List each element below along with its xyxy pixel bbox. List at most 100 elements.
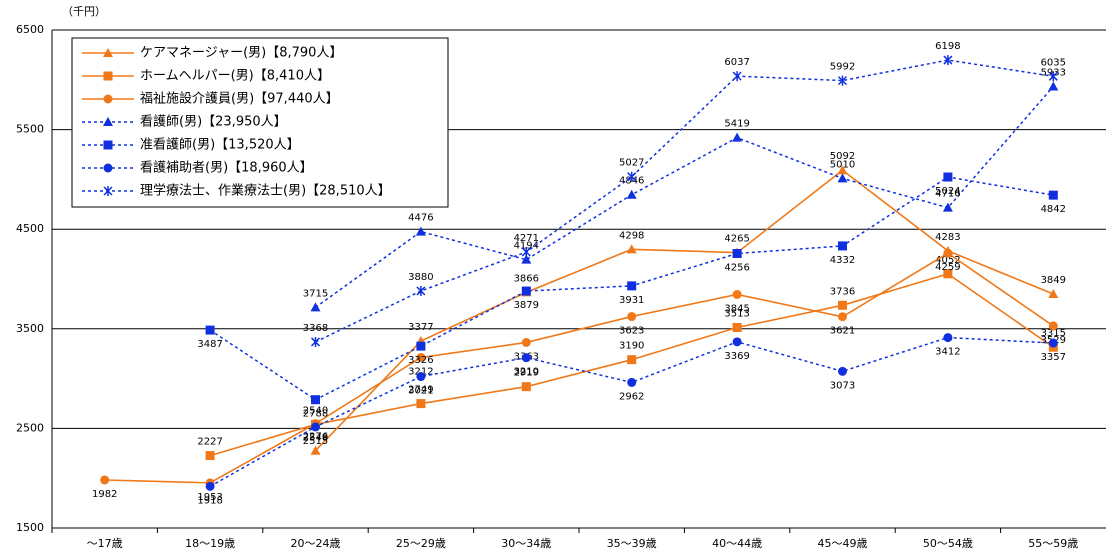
data-point (838, 241, 847, 251)
x-tick-label: 45～49歳 (818, 537, 868, 550)
data-point (311, 422, 320, 432)
data-label: 3513 (724, 309, 749, 320)
data-point (521, 353, 531, 363)
data-point (416, 352, 426, 362)
data-point (1048, 190, 1058, 200)
data-label: 4194 (514, 241, 539, 252)
legend-marker (103, 186, 113, 196)
legend-label: ホームヘルパー(男)【8,410人】 (140, 69, 330, 84)
data-label: 2919 (514, 368, 539, 379)
legend: ケアマネージャー(男)【8,790人】ホームヘルパー(男)【8,410人】福祉施… (71, 37, 449, 208)
data-label: 5419 (724, 119, 749, 130)
x-tick-label: 25～29歳 (396, 537, 446, 550)
data-point (627, 377, 637, 387)
data-point (838, 300, 847, 310)
y-tick-label: 5500 (16, 123, 44, 136)
data-point (626, 244, 637, 254)
data-point (732, 323, 742, 333)
y-tick-label: 2500 (16, 421, 44, 434)
data-point (416, 341, 426, 351)
y-tick-label: 1500 (16, 521, 44, 534)
data-label: 2515 (303, 436, 328, 447)
y-unit-label: （千円） (62, 5, 106, 18)
data-label: 3190 (619, 341, 644, 352)
x-tick-label: 30～34歳 (501, 537, 551, 550)
data-point (1048, 321, 1058, 331)
data-point (205, 481, 215, 491)
legend-marker (103, 48, 113, 57)
data-label: 3866 (514, 273, 539, 284)
legend-box (71, 37, 449, 208)
data-label: 2540 (303, 405, 328, 416)
data-point (521, 286, 531, 296)
data-label: 3845 (724, 303, 749, 314)
data-point (521, 254, 532, 264)
x-tick-label: 50～54歳 (923, 537, 973, 550)
data-point (837, 75, 848, 86)
legend-label: 福祉施設介護員(男)【97,440人】 (140, 91, 339, 107)
data-point (205, 325, 215, 335)
data-point (310, 336, 321, 347)
data-label: 2276 (303, 432, 328, 443)
legend-label: 看護補助者(男)【18,960人】 (140, 160, 313, 176)
data-point (310, 445, 321, 455)
data-point (1048, 71, 1058, 82)
data-label: 5010 (830, 159, 855, 170)
data-label: 5092 (830, 151, 855, 162)
x-tick-label: 40～44歳 (712, 537, 762, 550)
data-point (627, 312, 637, 322)
data-label: 4283 (935, 232, 960, 243)
data-point (627, 171, 637, 182)
data-label: 1953 (197, 492, 222, 503)
data-point (521, 247, 531, 258)
data-label: 3326 (408, 355, 433, 366)
data-point (838, 366, 847, 376)
legend-marker (103, 117, 113, 126)
data-point (310, 302, 321, 312)
data-point (627, 355, 637, 365)
data-label: 3377 (408, 322, 433, 333)
data-label: 4265 (724, 234, 749, 245)
data-point (626, 189, 637, 199)
data-label: 1982 (92, 489, 117, 500)
data-label: 3357 (1041, 352, 1066, 363)
data-point (521, 337, 531, 347)
data-label: 1918 (197, 495, 222, 506)
legend-marker (103, 140, 113, 150)
data-point (100, 475, 110, 485)
legend-marker (103, 71, 113, 81)
data-point (837, 173, 848, 183)
data-point (732, 132, 743, 142)
data-point (521, 382, 531, 392)
data-label: 6198 (935, 41, 960, 52)
data-label: 3315 (1041, 328, 1066, 339)
data-label: 2788 (303, 409, 328, 420)
data-point (627, 281, 637, 291)
data-point (1048, 289, 1059, 299)
data-label: 4271 (514, 233, 539, 244)
data-point (732, 337, 742, 347)
data-label: 2227 (197, 437, 222, 448)
data-label: 4332 (830, 255, 855, 266)
data-label: 3487 (197, 339, 222, 350)
data-point (837, 165, 848, 175)
data-label: 3879 (514, 300, 539, 311)
data-point (416, 372, 426, 382)
data-label: 4052 (935, 255, 960, 266)
data-point (732, 71, 742, 82)
legend-label: 准看護師(男)【13,520人】 (140, 137, 300, 153)
data-label: 3368 (303, 323, 328, 334)
data-point (943, 55, 953, 66)
data-label: 2749 (408, 385, 433, 396)
data-label: 3880 (408, 272, 433, 283)
series-line (315, 85, 1054, 308)
data-point (1048, 81, 1059, 91)
data-label: 6035 (1041, 57, 1066, 68)
data-label: 3715 (303, 288, 328, 299)
data-label: 3412 (935, 347, 960, 358)
data-label: 6037 (724, 57, 749, 68)
data-point (943, 172, 953, 182)
data-label: 2548 (303, 433, 328, 444)
data-label: 4298 (619, 230, 644, 241)
